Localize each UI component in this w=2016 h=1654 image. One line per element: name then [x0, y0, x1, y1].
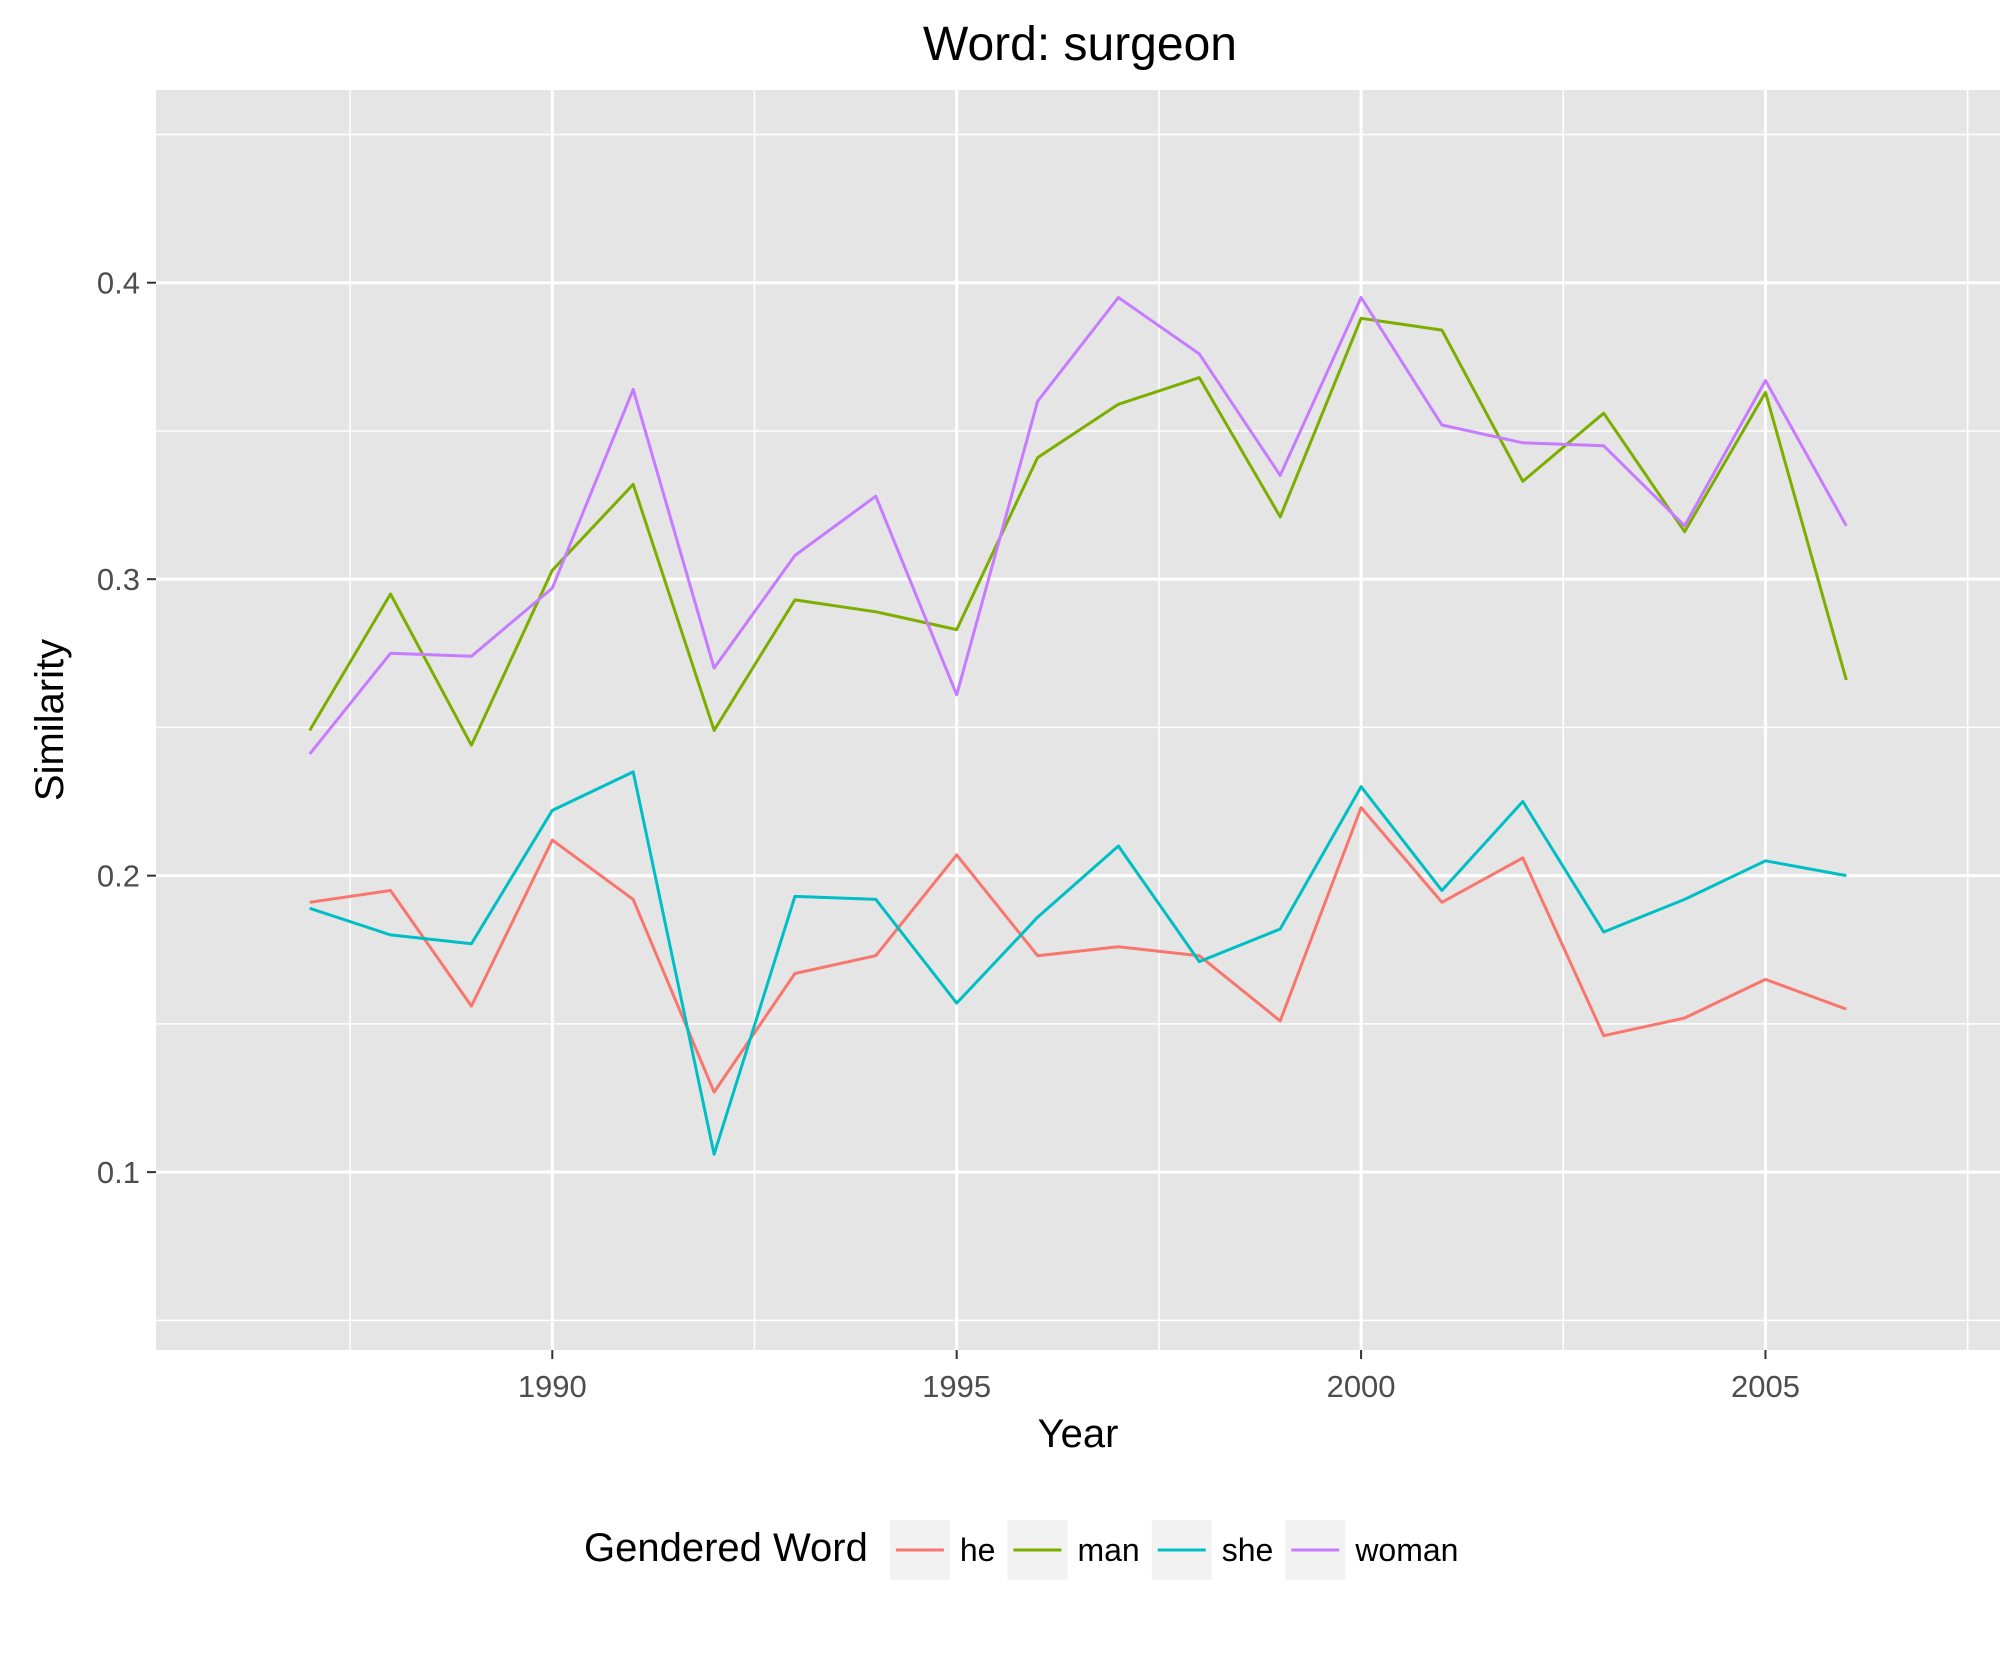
x-axis: 1990 1995 2000 2005 — [518, 1350, 1800, 1404]
x-tick-label-1: 1995 — [922, 1369, 991, 1404]
x-tick-label-3: 2005 — [1731, 1369, 1800, 1404]
chart-title: Word: surgeon — [923, 18, 1237, 71]
series-line-she — [309, 770, 1847, 1156]
y-tick-label-2: 0.3 — [97, 562, 140, 597]
y-tick-label-0: 0.1 — [97, 1155, 140, 1190]
y-axis-title: Similarity — [28, 639, 72, 801]
legend-label-he: he — [960, 1532, 996, 1568]
y-axis: 0.1 0.2 0.3 0.4 — [97, 266, 156, 1190]
series-line-he — [309, 806, 1847, 1094]
legend: Gendered Word he man she woman — [584, 1520, 1458, 1580]
x-tick-label-2: 2000 — [1327, 1369, 1396, 1404]
x-axis-title: Year — [1038, 1412, 1119, 1456]
legend-label-woman: woman — [1354, 1532, 1458, 1568]
legend-item-woman: woman — [1285, 1520, 1458, 1580]
legend-item-she: she — [1151, 1520, 1274, 1580]
series-lines — [308, 296, 1848, 1156]
legend-label-she: she — [1222, 1532, 1274, 1568]
legend-item-he: he — [889, 1520, 996, 1580]
legend-label-man: man — [1077, 1532, 1139, 1568]
legend-item-man: man — [1007, 1520, 1140, 1580]
legend-items: he man she woman — [889, 1520, 1458, 1580]
x-tick-label-0: 1990 — [518, 1369, 587, 1404]
y-tick-label-3: 0.4 — [97, 266, 140, 301]
legend-title: Gendered Word — [584, 1526, 868, 1570]
y-tick-label-1: 0.2 — [97, 859, 140, 894]
grid-major — [156, 90, 2000, 1350]
plot-panel — [156, 90, 2000, 1350]
series-line-woman — [308, 296, 1848, 756]
